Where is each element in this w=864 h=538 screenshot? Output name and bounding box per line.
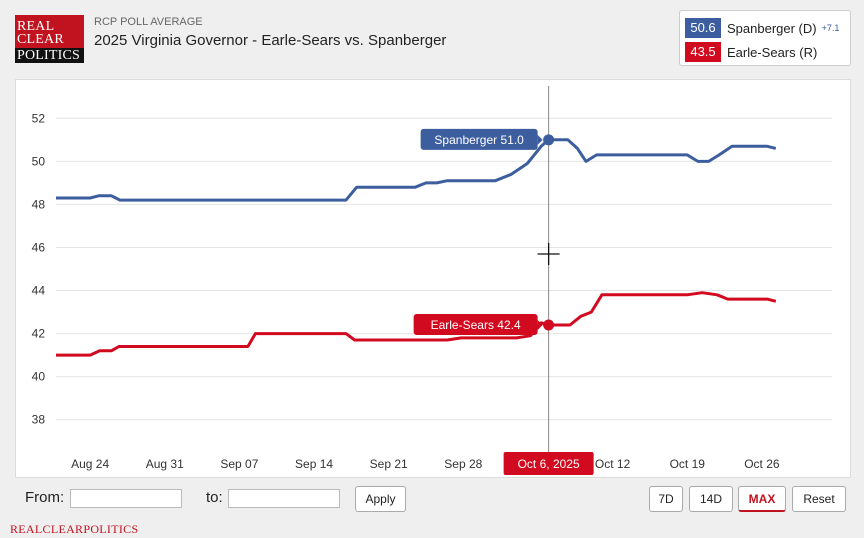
from-label: From: bbox=[25, 489, 65, 506]
y-tick-label: 38 bbox=[32, 413, 46, 427]
date-controls: From: to: Apply 7D 14D MAX Reset bbox=[15, 479, 851, 519]
y-tick-label: 52 bbox=[32, 111, 46, 125]
footer-brand[interactable]: REALCLEARPOLITICS bbox=[10, 522, 139, 536]
legend-item-spanberger[interactable]: 50.6 Spanberger (D) +7.1 bbox=[685, 18, 839, 38]
chart-panel: 38 40 42 44 46 48 50 52 Aug 24 Aug 31 Sep 07 Sep 14… bbox=[15, 79, 851, 478]
to-date-input[interactable] bbox=[228, 489, 340, 508]
tooltip-box-earle-sears bbox=[413, 313, 538, 335]
legend-item-earle-sears[interactable]: 43.5 Earle-Sears (R) bbox=[685, 42, 817, 62]
logo-line-2: CLEAR bbox=[17, 32, 64, 47]
legend: 50.6 Spanberger (D) +7.1 43.5 Earle-Sear… bbox=[679, 10, 851, 66]
logo-line-1: REAL bbox=[17, 19, 55, 34]
y-tick-label: 40 bbox=[32, 370, 46, 384]
header: REAL CLEAR POLITICS RCP POLL AVERAGE 202… bbox=[0, 0, 864, 76]
x-tick-label: Sep 21 bbox=[370, 457, 408, 471]
range-max-button[interactable]: MAX bbox=[738, 486, 786, 512]
y-tick-label: 42 bbox=[32, 327, 46, 341]
tooltip-label-earle-sears: Earle-Sears 42.4 bbox=[431, 318, 521, 332]
x-tick-label: Aug 24 bbox=[71, 457, 109, 471]
legend-name-spanberger: Spanberger (D) bbox=[727, 20, 817, 36]
chart-subtitle: RCP POLL AVERAGE bbox=[94, 16, 203, 28]
apply-button[interactable]: Apply bbox=[355, 486, 406, 512]
legend-spread: +7.1 bbox=[821, 23, 840, 33]
crosshair-date-badge bbox=[503, 452, 594, 475]
x-tick-label: Aug 31 bbox=[146, 457, 184, 471]
legend-value-earle-sears: 43.5 bbox=[685, 42, 721, 62]
to-label: to: bbox=[206, 489, 223, 506]
tooltip-box-spanberger bbox=[420, 128, 538, 150]
from-date-input[interactable] bbox=[70, 489, 182, 508]
legend-value-spanberger: 50.6 bbox=[685, 18, 721, 38]
series-line-spanberger[interactable] bbox=[37, 138, 777, 202]
crosshair-date-label: Oct 6, 2025 bbox=[518, 457, 580, 471]
line-chart[interactable]: 38 40 42 44 46 48 50 52 Aug 24 Aug 31 Sep 07 Sep 14… bbox=[16, 80, 850, 477]
y-tick-label: 48 bbox=[32, 197, 46, 211]
y-tick-label: 46 bbox=[32, 240, 46, 254]
x-tick-label: Sep 14 bbox=[295, 457, 333, 471]
chart-title: 2025 Virginia Governor - Earle-Sears vs.… bbox=[94, 32, 447, 49]
y-tick-label: 50 bbox=[32, 154, 46, 168]
x-tick-label: Oct 26 bbox=[744, 457, 780, 471]
rcp-logo[interactable]: REAL CLEAR POLITICS bbox=[15, 15, 84, 63]
tooltip-arrow bbox=[537, 319, 543, 330]
range-7d-button[interactable]: 7D bbox=[649, 486, 683, 512]
x-tick-label: Sep 28 bbox=[444, 457, 482, 471]
reset-button[interactable]: Reset bbox=[792, 486, 846, 512]
x-tick-label: Oct 19 bbox=[670, 457, 706, 471]
logo-line-3: POLITICS bbox=[15, 48, 84, 63]
range-14d-button[interactable]: 14D bbox=[689, 486, 733, 512]
y-tick-label: 44 bbox=[32, 284, 46, 298]
x-tick-label: Sep 07 bbox=[220, 457, 258, 471]
data-point-spanberger[interactable] bbox=[543, 134, 555, 146]
tooltip-label-spanberger: Spanberger 51.0 bbox=[434, 133, 524, 147]
legend-name-earle-sears: Earle-Sears (R) bbox=[727, 44, 818, 60]
tooltip-arrow bbox=[537, 134, 543, 145]
data-point-earle-sears[interactable] bbox=[543, 319, 555, 331]
series-line-earle-sears[interactable] bbox=[37, 291, 777, 357]
x-tick-label: Oct 12 bbox=[595, 457, 631, 471]
